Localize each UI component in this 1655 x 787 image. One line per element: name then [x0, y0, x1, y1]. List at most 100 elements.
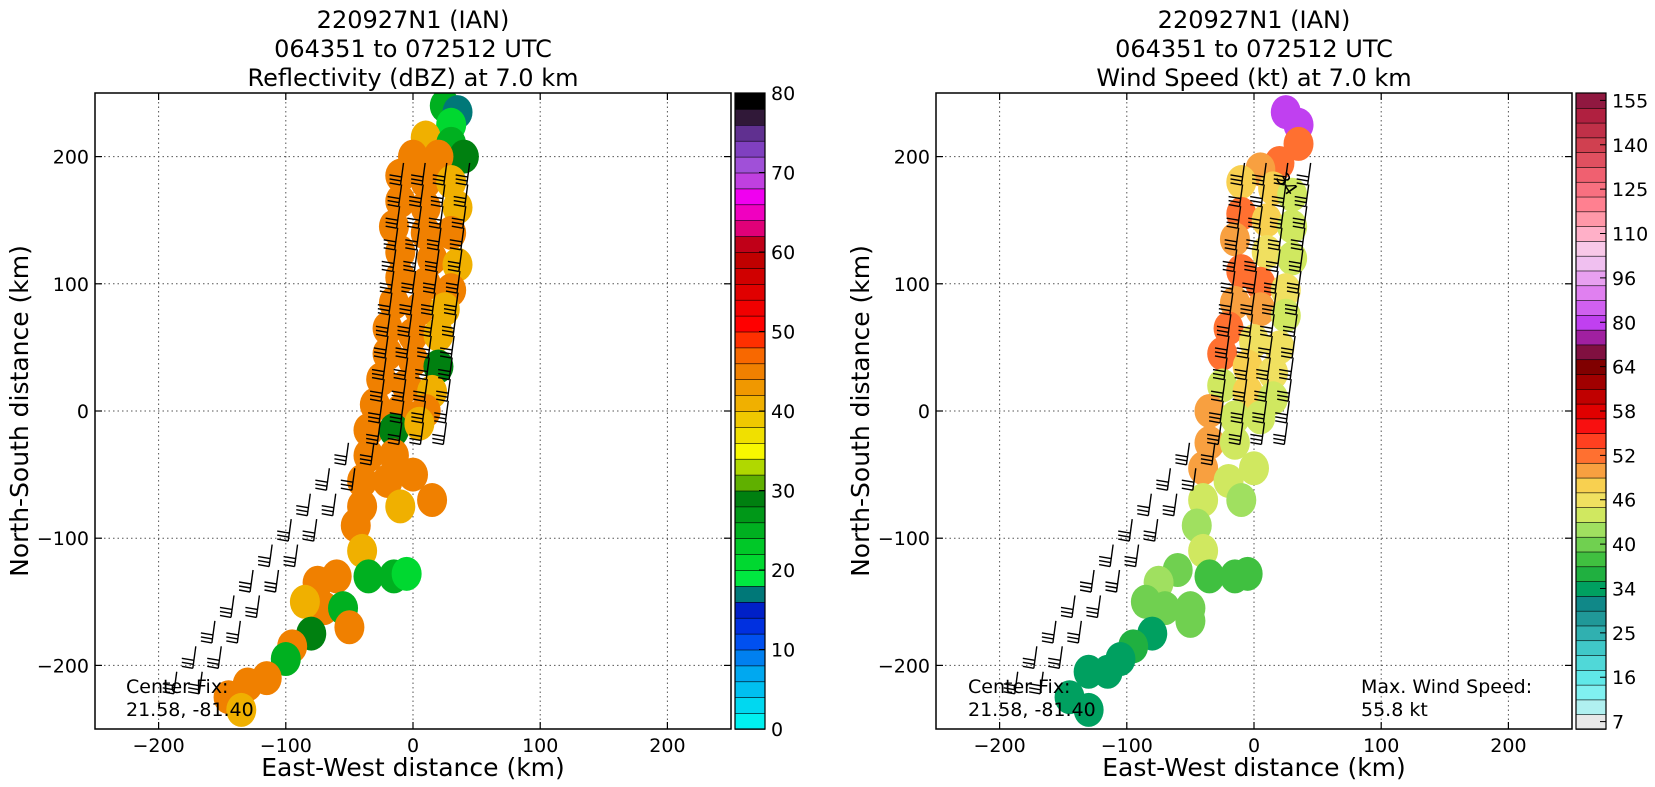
panel2-center-fix-label: Center Fix:: [968, 676, 1070, 698]
wind-barb: [1003, 671, 1019, 695]
wind-barb: [413, 379, 429, 402]
colorbar-tick-label: 80: [1612, 312, 1636, 334]
colorbar-segment: [1575, 699, 1607, 716]
colorbar-tick-label: 52: [1612, 445, 1636, 467]
colorbar-segment: [734, 156, 766, 174]
wind-barb: [1207, 422, 1222, 446]
panel1-colorbar: 0 10 20 30 40 50 60 70 80: [734, 83, 795, 741]
wind-barb: [1238, 314, 1254, 338]
wind-barb: [415, 357, 430, 381]
field-cell: [1239, 451, 1269, 486]
wind-barb: [1022, 646, 1038, 670]
wind-barb: [438, 357, 453, 381]
colorbar-tick-label: 155: [1612, 90, 1648, 112]
y-tick-label: −100: [37, 528, 89, 550]
panel2-center-fix-value: 21.58, -81.40: [968, 699, 1096, 721]
wind-barb: [1265, 249, 1281, 273]
wind-barb: [1137, 493, 1152, 517]
colorbar-segment: [1575, 344, 1607, 361]
colorbar-segment: [734, 521, 766, 539]
wind-barb: [1292, 206, 1308, 229]
colorbar-segment: [1575, 284, 1607, 301]
wind-barb: [1224, 227, 1240, 251]
panel1-center-fix-value: 21.58, -81.40: [126, 699, 254, 721]
field-cell: [1277, 209, 1308, 244]
wind-barb: [1086, 595, 1102, 619]
field-cell: [1245, 400, 1276, 435]
wind-barb: [1263, 270, 1279, 294]
colorbar-tick-label: 40: [1612, 534, 1636, 556]
wind-barb: [1236, 335, 1252, 359]
field-cell: [1073, 692, 1104, 727]
colorbar-segment: [1575, 151, 1607, 168]
wind-barb: [428, 206, 444, 229]
x-tick-label: 200: [649, 735, 685, 757]
field-cell: [372, 463, 403, 498]
colorbar-segment: [734, 712, 766, 730]
wind-barb: [455, 162, 471, 186]
colorbar-tick-label: 96: [1612, 268, 1636, 290]
wind-barb: [445, 270, 461, 294]
colorbar-segment: [734, 172, 766, 190]
x-tick-label: 100: [1363, 735, 1399, 757]
x-tick-label: −100: [1101, 735, 1153, 757]
colorbar-segment: [1575, 166, 1607, 183]
wind-barb: [1228, 422, 1244, 446]
colorbar-segment: [734, 474, 766, 492]
panel2-wind-barbs: [1003, 162, 1312, 695]
wind-barb: [1252, 162, 1267, 186]
wind-barb: [447, 249, 463, 273]
wind-barb: [1277, 379, 1292, 402]
colorbar-segment: [734, 299, 766, 317]
wind-barb: [449, 227, 465, 251]
wind-barb: [1156, 468, 1172, 491]
y-tick-label: 200: [53, 147, 89, 169]
wind-barb: [277, 519, 292, 542]
colorbar-tick-label: 50: [771, 322, 795, 344]
colorbar-segment: [734, 92, 766, 110]
wind-barb: [1105, 569, 1121, 593]
field-cell: [385, 489, 416, 524]
colorbar-segment: [734, 267, 766, 285]
colorbar-segment: [1575, 506, 1607, 523]
field-cell: [1194, 394, 1225, 428]
wind-barb: [264, 569, 280, 593]
x-tick-label: −100: [260, 735, 312, 757]
wind-barb: [453, 184, 469, 208]
wind-barb: [1220, 270, 1236, 294]
panel1-center-fix-label: Center Fix:: [126, 676, 228, 698]
field-cell: [1226, 483, 1257, 518]
wind-barb: [385, 206, 401, 229]
wind-barb: [366, 422, 381, 446]
wind-barb: [162, 671, 178, 695]
wind-barb: [219, 595, 235, 619]
field-cell: [289, 584, 320, 619]
wind-barb: [1230, 162, 1246, 186]
field-cell: [1251, 203, 1282, 238]
field-cell: [1219, 425, 1250, 460]
wind-barb: [181, 646, 197, 670]
field-cell: [1232, 556, 1263, 591]
y-tick-label: −100: [878, 528, 930, 550]
field-cell: [1073, 654, 1104, 689]
wind-barb: [419, 314, 434, 338]
colorbar-tick-label: 40: [771, 401, 795, 423]
field-cell: [353, 559, 384, 594]
wind-barb: [1250, 422, 1266, 446]
wind-barb: [1296, 162, 1312, 186]
colorbar-segment: [734, 283, 766, 301]
wind-barb: [315, 468, 331, 491]
colorbar-segment: [734, 315, 766, 333]
colorbar-segment: [734, 362, 766, 380]
wind-barb: [1208, 400, 1224, 424]
y-tick-label: −200: [37, 655, 89, 677]
colorbar-segment: [1575, 521, 1607, 538]
x-tick-label: −200: [133, 735, 185, 757]
wind-barb: [397, 314, 413, 338]
wind-barb: [1280, 335, 1296, 359]
wind-barb: [411, 162, 426, 186]
wind-barb: [1212, 357, 1228, 381]
wind-barb: [334, 442, 350, 466]
field-cell: [1258, 355, 1289, 390]
wind-barb: [1256, 357, 1271, 381]
